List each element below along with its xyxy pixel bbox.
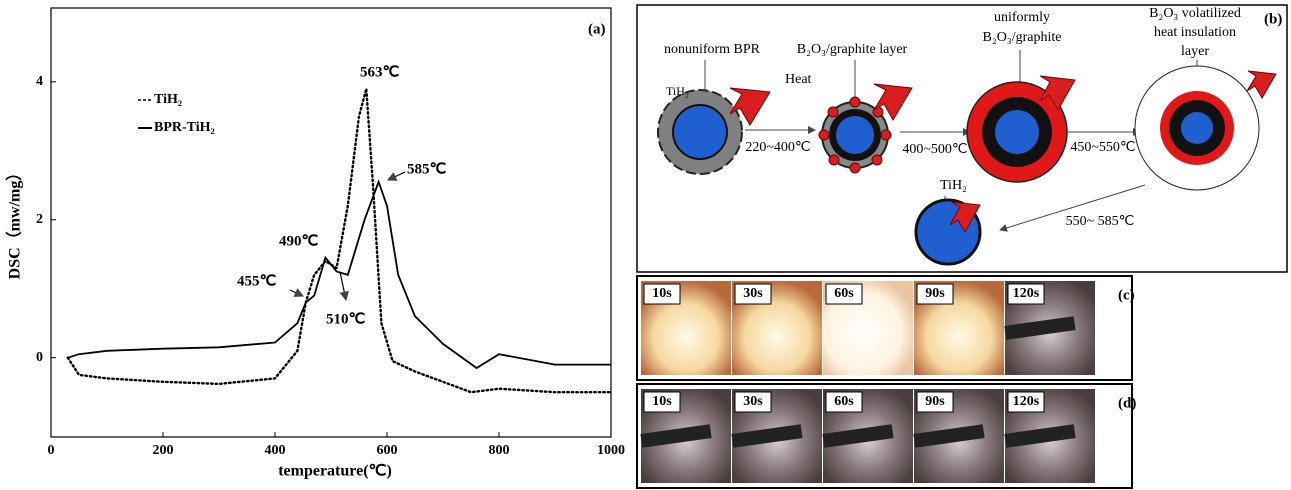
photo-label: 10s xyxy=(652,394,672,409)
stage-label: nonuniform BPR xyxy=(664,42,761,57)
tih2-core xyxy=(995,110,1039,154)
photo-label: 10s xyxy=(652,286,672,301)
stage-label: B₂O₃/graphite layer xyxy=(797,42,908,57)
legend-label: TiH₂ xyxy=(154,92,182,107)
photo-strips: 10s 30s 60s 90s 120s 10s 30s 60s 90s 120s xyxy=(640,281,1095,483)
plot-frame xyxy=(51,8,611,437)
tih2-core xyxy=(673,105,727,159)
photo-label: 60s xyxy=(834,286,854,301)
data-line xyxy=(68,182,611,368)
photo-label: 90s xyxy=(925,394,945,409)
annotation: 490℃ xyxy=(279,233,319,249)
legend-label: BPR-TiH₂ xyxy=(154,120,215,135)
annotation: 585℃ xyxy=(407,161,447,177)
y-tick-label: 2 xyxy=(36,212,43,227)
annotation-arrow xyxy=(388,172,405,180)
stage-label: layer xyxy=(1181,44,1209,59)
y-tick-label: 0 xyxy=(36,350,43,365)
step-label: 550~ 585℃ xyxy=(1066,214,1135,229)
dsc-chart: (a) temperature(℃) DSC（mw/mg） TiH₂ BPR-T… xyxy=(6,8,625,480)
x-tick-label: 800 xyxy=(489,443,510,458)
photo-label: 90s xyxy=(925,286,945,301)
y-tick-label: 4 xyxy=(36,74,43,89)
annotation: 563℃ xyxy=(360,64,400,80)
photo-label: 120s xyxy=(1013,286,1040,301)
panel-label: (d) xyxy=(1118,395,1136,411)
panel-label: (b) xyxy=(1264,11,1282,27)
photo-label: 60s xyxy=(834,394,854,409)
tih2-core xyxy=(1181,112,1213,144)
photo-label: 120s xyxy=(1013,394,1040,409)
y-axis-label: DSC（mw/mg） xyxy=(6,165,24,280)
figure: (a) temperature(℃) DSC（mw/mg） TiH₂ BPR-T… xyxy=(0,0,1291,490)
panel-label: (c) xyxy=(1118,287,1135,303)
stage-label: heat insulation xyxy=(1154,25,1236,40)
annotation-arrow xyxy=(290,290,303,296)
photo-label: 30s xyxy=(743,286,763,301)
panel-label: (a) xyxy=(588,21,606,37)
step-label: 220~400℃ xyxy=(745,140,810,155)
annotation: 455℃ xyxy=(237,273,277,289)
step-label: 400~500℃ xyxy=(902,142,967,157)
tih2-core xyxy=(836,116,874,154)
x-tick-label: 400 xyxy=(265,443,286,458)
x-tick-label: 200 xyxy=(153,443,174,458)
annotation-arrow xyxy=(340,272,346,300)
data-line xyxy=(68,89,611,393)
x-axis-label: temperature(℃) xyxy=(278,463,392,480)
x-tick-label: 600 xyxy=(377,443,398,458)
mechanism-diagram: (b) nonuniform BPR Heat TiH₂ 220~400℃ B₂… xyxy=(637,5,1287,272)
x-tick-label: 1000 xyxy=(597,443,625,458)
photo-label: 30s xyxy=(743,394,763,409)
annotation: 510℃ xyxy=(326,311,366,327)
stage-label: uniformly xyxy=(994,10,1050,25)
step-label: 450~550℃ xyxy=(1070,140,1135,155)
stage-label: B₂O₃/graphite xyxy=(983,30,1062,45)
core-label: TiH₂ xyxy=(666,84,689,98)
stage-label: TiH₂ xyxy=(940,178,967,193)
x-tick-label: 0 xyxy=(48,443,55,458)
heat-label: Heat xyxy=(785,72,812,87)
stage-label: B₂O₃ volatilized xyxy=(1149,6,1241,21)
